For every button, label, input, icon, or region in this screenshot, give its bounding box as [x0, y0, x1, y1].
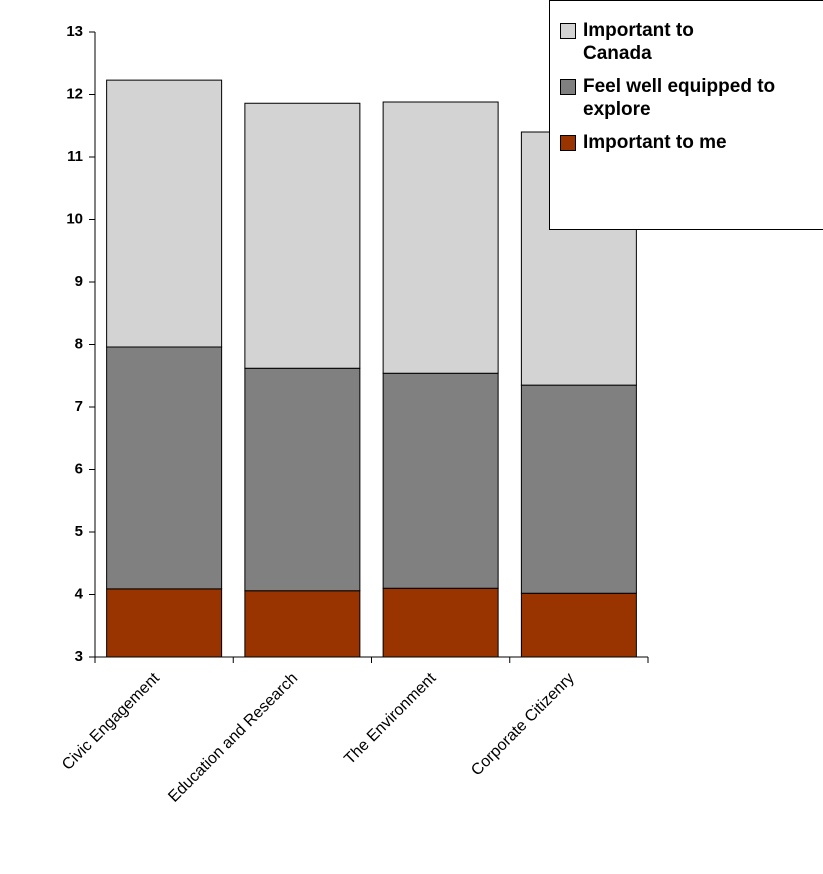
x-tick-label: The Environment — [341, 669, 440, 768]
legend-entry: Important to Canada — [560, 19, 823, 65]
y-tick-label: 7 — [75, 398, 83, 415]
bar-segment — [106, 79, 223, 348]
y-tick-label: 3 — [75, 648, 83, 665]
y-tick-label: 6 — [75, 460, 83, 477]
y-tick-label: 9 — [75, 273, 83, 290]
legend-swatch — [560, 23, 576, 39]
legend-label: Important to me — [583, 132, 727, 153]
legend-swatch — [560, 79, 576, 95]
y-tick-label: 5 — [75, 523, 83, 540]
y-tick-label: 4 — [75, 585, 84, 602]
bar-segment — [106, 346, 223, 590]
x-tick-label: Corporate Citizenry — [468, 670, 577, 779]
x-tick-label: Civic Engagement — [59, 669, 163, 773]
y-tick-label: 13 — [66, 23, 83, 40]
y-tick-label: 8 — [75, 335, 83, 352]
legend: Important to Canada Feel well equipped to… — [549, 0, 823, 230]
bar-segment — [244, 590, 361, 658]
legend-swatch — [560, 135, 576, 151]
bar-segment — [244, 102, 361, 369]
y-tick-label: 12 — [66, 85, 83, 102]
bar-segment — [382, 372, 499, 589]
bar-segment — [520, 592, 637, 658]
bar-segment — [382, 587, 499, 658]
bar-segment — [520, 384, 637, 594]
legend-label: Feel well equipped to explore — [583, 76, 776, 120]
legend-label: Important to Canada — [583, 20, 694, 64]
y-tick-label: 10 — [66, 210, 83, 227]
legend-entry: Important to me — [560, 131, 823, 154]
legend-entry: Feel well equipped to explore — [560, 75, 823, 121]
bar-segment — [382, 101, 499, 374]
bar-segment — [244, 367, 361, 592]
x-tick-label: Education and Research — [165, 670, 301, 806]
bar-segment — [106, 588, 223, 658]
y-tick-label: 11 — [67, 148, 83, 165]
